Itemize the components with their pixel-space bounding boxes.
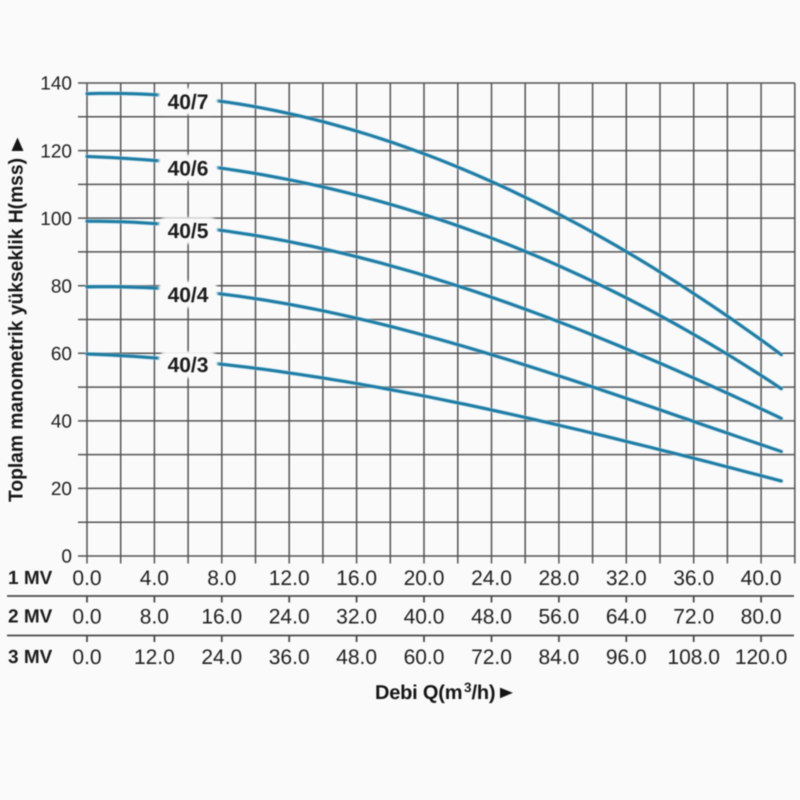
svg-text:40: 40 xyxy=(51,412,72,433)
svg-text:24.0: 24.0 xyxy=(471,567,512,590)
svg-text:12.0: 12.0 xyxy=(134,646,175,669)
svg-text:/h): /h) xyxy=(472,682,496,704)
svg-text:Debi Q(m: Debi Q(m xyxy=(375,682,462,704)
svg-text:Toplam manometrik yükseklik H(: Toplam manometrik yükseklik H(mss) xyxy=(6,158,28,502)
svg-text:0: 0 xyxy=(61,547,72,568)
svg-text:16.0: 16.0 xyxy=(336,567,377,590)
svg-text:4.0: 4.0 xyxy=(140,567,169,590)
svg-text:48.0: 48.0 xyxy=(336,646,377,669)
svg-text:80.0: 80.0 xyxy=(741,605,782,628)
svg-text:32.0: 32.0 xyxy=(336,605,377,628)
svg-text:32.0: 32.0 xyxy=(606,567,647,590)
svg-text:140: 140 xyxy=(40,74,72,95)
svg-text:48.0: 48.0 xyxy=(471,605,512,628)
svg-text:0.0: 0.0 xyxy=(72,567,101,590)
svg-text:64.0: 64.0 xyxy=(606,605,647,628)
svg-text:40/6: 40/6 xyxy=(168,157,209,180)
svg-text:12.0: 12.0 xyxy=(269,567,310,590)
svg-text:2 MV: 2 MV xyxy=(8,607,53,628)
svg-text:60.0: 60.0 xyxy=(404,646,445,669)
svg-text:3: 3 xyxy=(464,680,472,695)
svg-text:20: 20 xyxy=(51,479,72,500)
svg-text:40/7: 40/7 xyxy=(168,91,209,114)
svg-text:72.0: 72.0 xyxy=(673,605,714,628)
svg-text:40/3: 40/3 xyxy=(168,354,209,377)
svg-text:40/5: 40/5 xyxy=(168,220,209,243)
svg-text:16.0: 16.0 xyxy=(201,605,242,628)
svg-text:0.0: 0.0 xyxy=(72,646,101,669)
svg-text:100: 100 xyxy=(40,209,72,230)
svg-text:72.0: 72.0 xyxy=(471,646,512,669)
svg-text:36.0: 36.0 xyxy=(269,646,310,669)
svg-text:40.0: 40.0 xyxy=(741,567,782,590)
svg-text:60: 60 xyxy=(51,344,72,365)
svg-text:96.0: 96.0 xyxy=(606,646,647,669)
svg-text:8.0: 8.0 xyxy=(207,567,236,590)
svg-text:80: 80 xyxy=(51,276,72,297)
svg-text:20.0: 20.0 xyxy=(404,567,445,590)
svg-text:24.0: 24.0 xyxy=(201,646,242,669)
svg-text:40/4: 40/4 xyxy=(168,284,209,307)
svg-text:56.0: 56.0 xyxy=(538,605,579,628)
svg-text:8.0: 8.0 xyxy=(140,605,169,628)
svg-text:40.0: 40.0 xyxy=(404,605,445,628)
svg-text:84.0: 84.0 xyxy=(538,646,579,669)
svg-text:120.0: 120.0 xyxy=(735,646,788,669)
svg-text:120: 120 xyxy=(40,141,72,162)
svg-text:0.0: 0.0 xyxy=(72,605,101,628)
svg-text:24.0: 24.0 xyxy=(269,605,310,628)
svg-text:28.0: 28.0 xyxy=(538,567,579,590)
svg-text:3 MV: 3 MV xyxy=(8,647,53,668)
svg-text:108.0: 108.0 xyxy=(667,646,720,669)
svg-text:36.0: 36.0 xyxy=(673,567,714,590)
svg-text:1 MV: 1 MV xyxy=(8,568,53,589)
